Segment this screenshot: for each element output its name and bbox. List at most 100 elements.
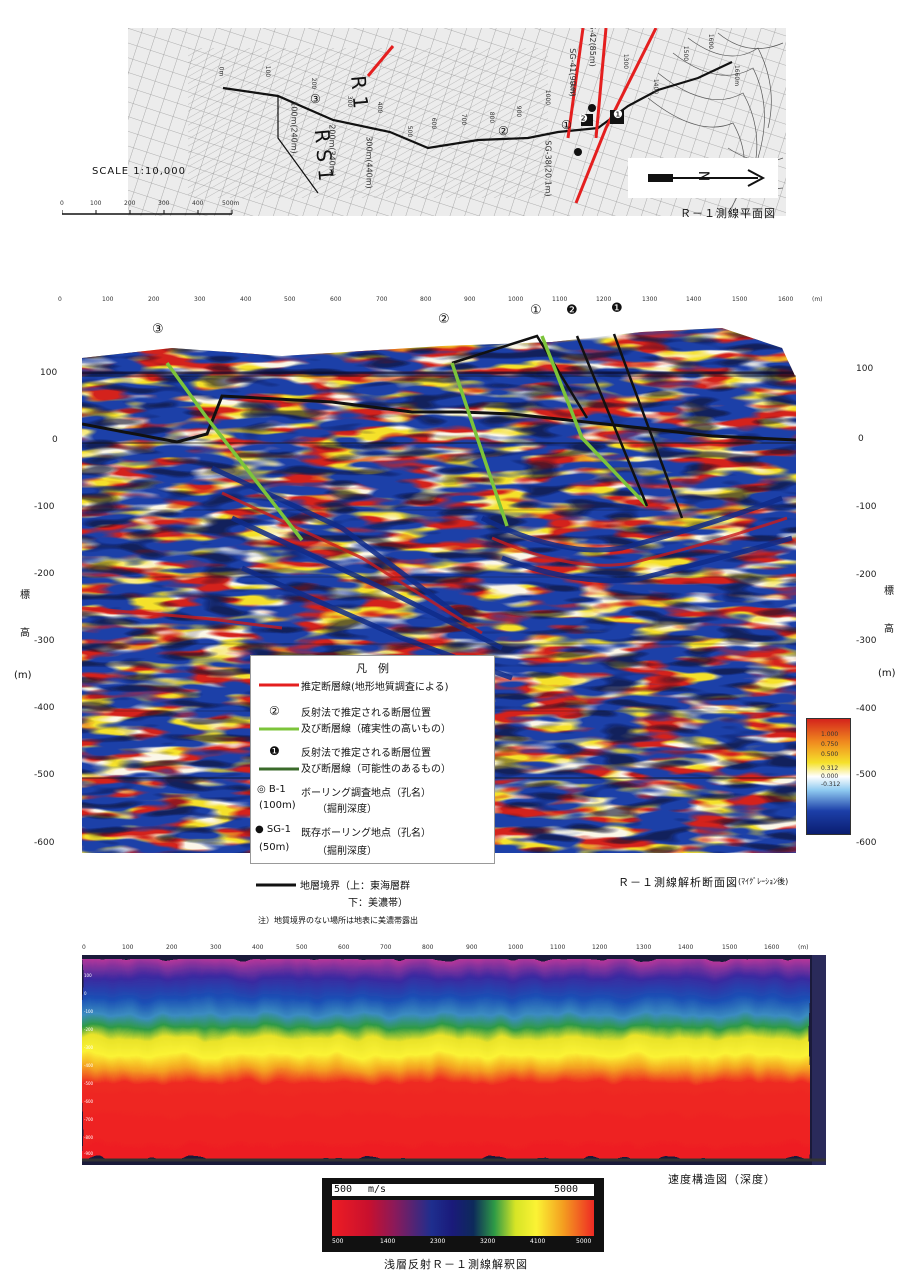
- section-x-1600: 1600: [778, 296, 794, 303]
- well-200m: 200m(340m): [327, 124, 337, 177]
- section-fault-3: ③: [152, 322, 164, 337]
- route-km-900: 900: [515, 105, 523, 118]
- vel-x-200: 200: [166, 944, 178, 951]
- vel-x-300: 300: [210, 944, 222, 951]
- well-100m: 100m(240m): [289, 101, 299, 154]
- vel-x-500: 500: [296, 944, 308, 951]
- colorbar-label-4: 0.000: [821, 773, 839, 780]
- section-caption-note: (ﾏｲｸﾞﾚｰｼｮﾝ後): [738, 877, 789, 886]
- formation-boundary: [82, 394, 796, 444]
- vbar-tick-1400: 1400: [380, 1238, 396, 1245]
- section-x-300: 300: [194, 296, 206, 303]
- y-right-100: 100: [856, 364, 874, 374]
- route-km-1600: 1600: [707, 33, 715, 50]
- survey-route: [222, 61, 733, 150]
- vel-x-100: 100: [122, 944, 134, 951]
- route-km-200: 200: [310, 77, 318, 90]
- seismic-section: [82, 318, 796, 853]
- vel-y-100: 100: [84, 973, 92, 978]
- legend-item-1: 推定断層線(地形地質調査による): [301, 682, 449, 693]
- route-km-400: 400: [376, 101, 384, 114]
- section-x-500: 500: [284, 296, 296, 303]
- legend-item-6b: 下：美濃帯）: [348, 898, 408, 909]
- legend-red-line: [259, 683, 299, 687]
- route-km-700: 700: [460, 113, 468, 126]
- colorbar-label-0: 1.000: [821, 731, 839, 738]
- scale-tick-100: 100: [90, 200, 102, 207]
- route-km-100: 100: [264, 65, 272, 78]
- y-left-100: 100: [40, 368, 58, 378]
- vel-x-1300: 1300: [636, 944, 652, 951]
- legend-item-2b: 及び断層線（確実性の高いもの）: [301, 724, 451, 735]
- y-right-minus100: -100: [856, 502, 877, 512]
- y-right-minus300: -300: [856, 636, 877, 646]
- vbar-gradient: [332, 1200, 594, 1236]
- velocity-image: [82, 955, 826, 1165]
- y-left-minus500: -500: [34, 770, 55, 780]
- page-caption: 浅層反射Ｒ－１測線解釈図: [384, 1258, 528, 1271]
- legend-item-3b: 及び断層線（可能性のあるもの）: [301, 764, 451, 775]
- route-km-1660: 1660m: [733, 64, 741, 87]
- y-label-right-3: (m): [878, 668, 896, 679]
- y-right-minus600: -600: [856, 838, 877, 848]
- scale-tick-200: 200: [124, 200, 136, 207]
- section-x-1000: 1000: [508, 296, 524, 303]
- route-km-1400: 1400: [652, 78, 660, 95]
- vel-y-m800: -800: [84, 1135, 94, 1140]
- vel-x-700: 700: [380, 944, 392, 951]
- y-left-0: 0: [52, 435, 58, 445]
- legend-note: 注）地質境界のない場所は地表に美濃帯露出: [258, 916, 418, 925]
- amplitude-colorbar: 1.000 0.750 0.500 0.312 0.000 -0.312: [806, 718, 851, 835]
- velocity-caption: 速度構造図（深度）: [668, 1173, 776, 1186]
- estimated-faults: [366, 28, 658, 204]
- route-km-1300: 1300: [622, 53, 630, 70]
- colorbar-label-5: -0.312: [821, 781, 841, 788]
- route-km-600: 600: [430, 117, 438, 130]
- y-right-minus400: -400: [856, 704, 877, 714]
- legend-symbol-3: ❶: [269, 744, 280, 758]
- vel-y-m400: -400: [84, 1063, 94, 1068]
- y-left-minus600: -600: [34, 838, 55, 848]
- velocity-structure: 100 0 -100 -200 -300 -400 -500 -600 -700…: [82, 955, 826, 1165]
- section-x-unit: (m): [812, 296, 823, 303]
- vel-x-0: 0: [82, 944, 86, 951]
- vel-x-800: 800: [422, 944, 434, 951]
- north-arrow: N: [628, 158, 778, 198]
- map-fault-3: ③: [310, 92, 321, 106]
- scale-bar: [61, 200, 252, 218]
- legend-sub-5: (50m): [259, 842, 290, 853]
- legend-item-4b: （掘削深度）: [317, 804, 377, 815]
- vel-x-1500: 1500: [722, 944, 738, 951]
- route-map: R 1 R S 1 0m 100 200 300 400 500 600 700…: [128, 28, 786, 216]
- map-fault-1: ①: [561, 118, 572, 132]
- legend-black-green-line: [259, 767, 299, 771]
- section-x-800: 800: [420, 296, 432, 303]
- map-fault-b2: ❷: [578, 112, 588, 125]
- legend-item-4: ボーリング調査地点（孔名）: [301, 788, 431, 799]
- section-x-1200: 1200: [596, 296, 612, 303]
- y-right-minus200: -200: [856, 570, 877, 580]
- section-fault-2: ②: [438, 312, 450, 327]
- colorbar-label-1: 0.750: [821, 741, 839, 748]
- green-faults: [165, 335, 649, 542]
- y-label-right-2: 高: [884, 624, 894, 635]
- vel-y-m500: -500: [84, 1081, 94, 1086]
- legend-symbol-2: ②: [269, 704, 280, 718]
- seismic-image: [82, 328, 796, 853]
- scale-tick-500: 500m: [222, 200, 240, 207]
- vel-x-900: 900: [466, 944, 478, 951]
- section-x-axis: 0 100 200 300 400 500 600 700 800 900 10…: [58, 296, 838, 310]
- legend-sub-4: (100m): [259, 800, 296, 811]
- route-km-500: 500: [406, 125, 414, 138]
- vel-y-m600: -600: [84, 1099, 94, 1104]
- y-label-left-3: (m): [14, 670, 32, 681]
- vel-x-unit: (m): [798, 944, 809, 951]
- map-fault-b1: ❶: [613, 108, 623, 121]
- section-x-400: 400: [240, 296, 252, 303]
- velocity-colorbar: 500 m/s 5000 500 1400 2300 3200 4100 500…: [322, 1178, 604, 1252]
- y-left-minus300: -300: [34, 636, 55, 646]
- section-x-1300: 1300: [642, 296, 658, 303]
- y-label-right-1: 標: [884, 586, 894, 597]
- well-300m: 300m(440m): [364, 136, 374, 189]
- velocity-y-axis: 100 0 -100 -200 -300 -400 -500 -600 -700…: [84, 959, 104, 1159]
